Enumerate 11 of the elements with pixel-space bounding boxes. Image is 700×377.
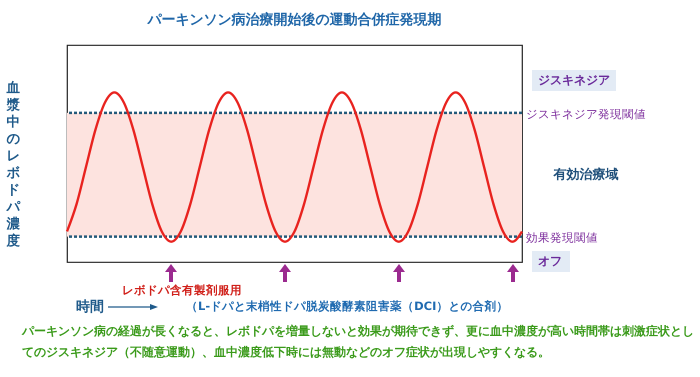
text: （L-ドパと末梢性ドパ脱炭酸酵素阻害薬（DCI）との合剤） bbox=[186, 299, 508, 314]
ref-line-label: ジスキネジア発現閾値 bbox=[526, 106, 646, 121]
text: パーキンソン病の経過が長くなると、レボドパを増量しないと効果が期待できず、更に血中濃度が高い時間帯は刺激症状としてのジスキネジア（不随意運動）、血中濃度低下時には無動などのオフ症状が出現しやすくなる。 bbox=[22, 323, 695, 361]
text: オフ bbox=[532, 251, 570, 272]
band-label: 有効治療域 bbox=[552, 166, 618, 183]
text: レボドパ含有製剤服用 bbox=[122, 283, 242, 298]
text: ジスキネジア bbox=[532, 70, 616, 91]
text: 血漿中のレボドパ濃度 bbox=[6, 80, 20, 249]
ref-line-label: 効果発現閾値 bbox=[526, 230, 598, 245]
x-axis-title: 時間 bbox=[76, 298, 104, 316]
chart-title: パーキンソン病治療開始後の運動合併症発現期 bbox=[146, 11, 442, 28]
